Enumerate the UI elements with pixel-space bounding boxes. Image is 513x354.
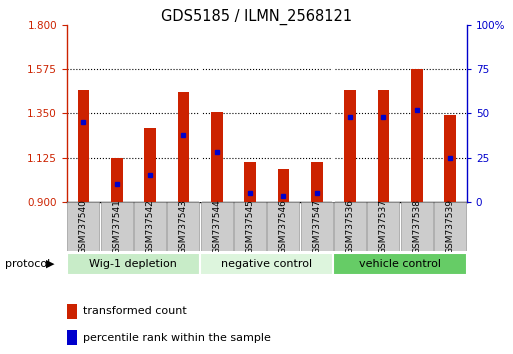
Bar (211, 112, 223, 202)
Bar (301, 202, 333, 251)
Bar (200, 253, 333, 275)
Bar (167, 202, 200, 251)
Bar (67, 202, 100, 251)
Bar (444, 115, 456, 202)
Text: GSM737540: GSM737540 (79, 199, 88, 254)
Text: GSM737537: GSM737537 (379, 199, 388, 254)
Bar (67, 304, 77, 319)
Bar (67, 330, 77, 345)
Bar (333, 253, 467, 275)
Text: GSM737541: GSM737541 (112, 199, 121, 254)
Text: GSM737545: GSM737545 (246, 199, 254, 254)
Bar (434, 202, 466, 251)
Bar (267, 202, 300, 251)
Text: Wig-1 depletion: Wig-1 depletion (89, 259, 177, 269)
Bar (278, 169, 289, 202)
Bar (144, 128, 156, 202)
Bar (201, 202, 233, 251)
Bar (367, 202, 400, 251)
Bar (311, 162, 323, 202)
Bar (111, 158, 123, 202)
Text: GSM737536: GSM737536 (346, 199, 354, 254)
Bar (67, 253, 200, 275)
Bar (134, 202, 166, 251)
Text: percentile rank within the sample: percentile rank within the sample (83, 333, 270, 343)
Bar (244, 162, 256, 202)
Bar (101, 202, 133, 251)
Bar (378, 90, 389, 202)
Bar (411, 69, 423, 202)
Text: GSM737543: GSM737543 (179, 199, 188, 254)
Bar (401, 202, 433, 251)
Bar (234, 202, 266, 251)
Bar (177, 92, 189, 202)
Text: negative control: negative control (221, 259, 312, 269)
Text: GSM737542: GSM737542 (146, 199, 154, 254)
Bar (344, 90, 356, 202)
Text: ▶: ▶ (46, 259, 55, 269)
Text: GSM737539: GSM737539 (446, 199, 455, 254)
Text: GDS5185 / ILMN_2568121: GDS5185 / ILMN_2568121 (161, 9, 352, 25)
Text: vehicle control: vehicle control (359, 259, 441, 269)
Text: GSM737544: GSM737544 (212, 199, 221, 254)
Text: protocol: protocol (5, 259, 50, 269)
Bar (334, 202, 366, 251)
Text: GSM737538: GSM737538 (412, 199, 421, 254)
Text: transformed count: transformed count (83, 306, 186, 316)
Text: GSM737546: GSM737546 (279, 199, 288, 254)
Text: GSM737547: GSM737547 (312, 199, 321, 254)
Bar (77, 90, 89, 202)
